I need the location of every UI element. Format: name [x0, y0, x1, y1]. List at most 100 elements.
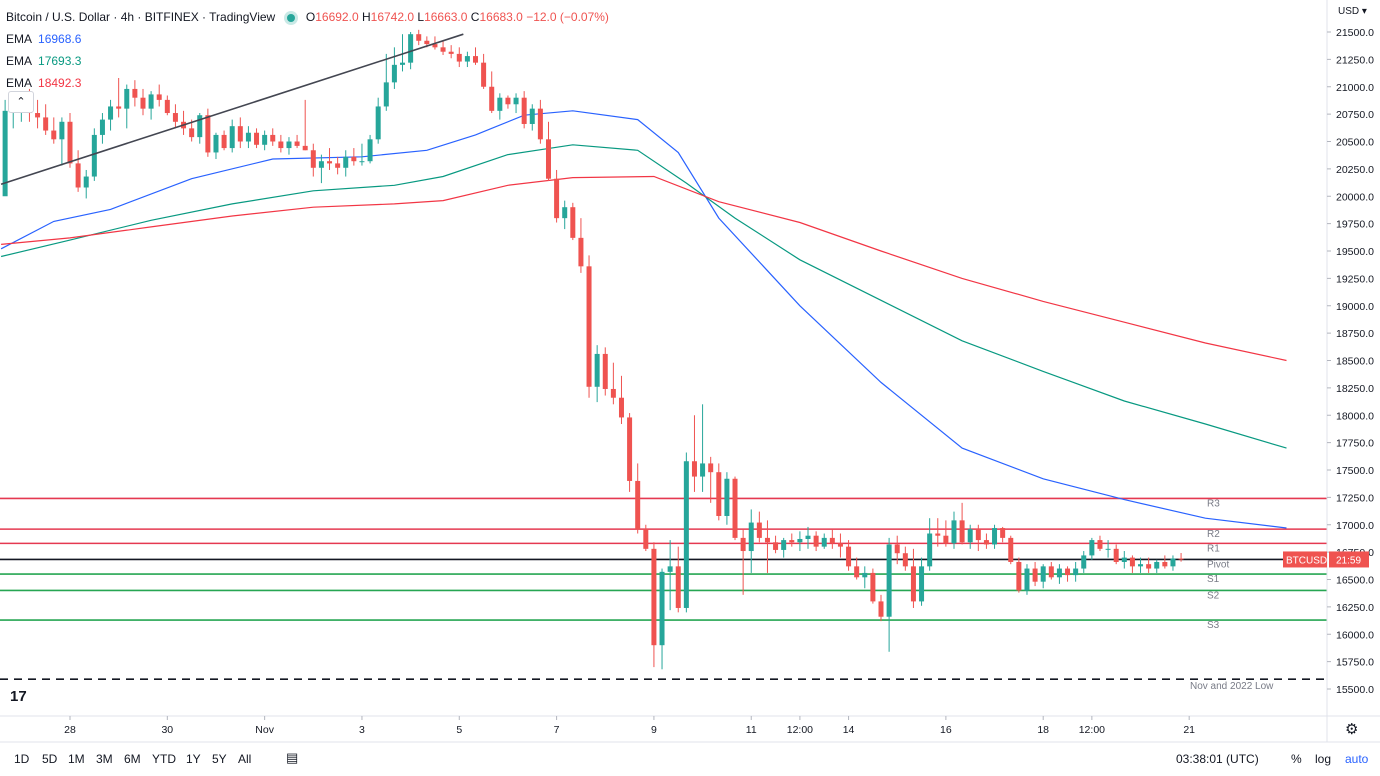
- candle-body: [91, 134, 97, 177]
- candle-body: [1154, 561, 1160, 569]
- candle-body: [343, 156, 349, 168]
- range-all-button[interactable]: All: [238, 752, 252, 766]
- candle-body: [1097, 540, 1103, 549]
- calendar-range-icon[interactable]: ▤: [286, 750, 299, 765]
- price-tick-label: 18750.0: [1336, 328, 1374, 340]
- candle-body: [1170, 558, 1176, 567]
- candle-body: [456, 53, 462, 62]
- high-value: 16742.0: [370, 10, 415, 24]
- candle-body: [286, 141, 292, 149]
- trendline[interactable]: [0, 33, 464, 185]
- candle-body: [732, 478, 738, 538]
- candle-body: [59, 121, 65, 140]
- candle-body: [245, 132, 251, 142]
- ema-label: EMA: [6, 32, 32, 46]
- ema-series-line: [0, 110, 1287, 529]
- time-tick-label: 7: [554, 724, 560, 736]
- ema-series-line: [1, 175, 1287, 362]
- time-tick-label: 11: [746, 724, 757, 736]
- candle-body: [1073, 568, 1079, 576]
- candle-body: [51, 130, 57, 140]
- utc-clock[interactable]: 03:38:01 (UTC): [1176, 752, 1259, 766]
- candle-body: [359, 161, 365, 163]
- range-1d-button[interactable]: 1D: [14, 752, 30, 766]
- price-tick-label: 15500.0: [1336, 684, 1374, 696]
- candle-body: [270, 134, 276, 142]
- log-scale-button[interactable]: log: [1315, 752, 1332, 766]
- candle-body: [2, 110, 8, 197]
- bottom-toolbar: 1D 5D 1M 3M 6M YTD 1Y 5Y All 03:38:01 (U…: [0, 742, 1380, 776]
- candle-body: [156, 94, 162, 100]
- candle-body: [618, 397, 624, 418]
- price-tick-label: 20750.0: [1336, 109, 1374, 121]
- price-tick-label: 20250.0: [1336, 164, 1374, 176]
- candle-body: [391, 64, 397, 83]
- range-5y-button[interactable]: 5Y: [212, 752, 227, 766]
- ema-legend-1[interactable]: EMA 16968.6: [6, 28, 609, 50]
- ema-series-line: [0, 144, 1287, 449]
- price-tick-label: 17000.0: [1336, 520, 1374, 532]
- time-tick-label: 28: [64, 724, 76, 736]
- ema-legend-2[interactable]: EMA 17693.3: [6, 50, 609, 72]
- ohlc-readout: O16692.0 H16742.0 L16663.0 C16683.0 −12.…: [306, 10, 609, 24]
- range-5d-button[interactable]: 5D: [42, 752, 58, 766]
- candle-body: [570, 207, 576, 238]
- candle-body: [545, 139, 551, 179]
- candle-body: [351, 156, 357, 162]
- candle-body: [132, 88, 138, 98]
- ema-lines: [0, 110, 1287, 529]
- ema-label: EMA: [6, 54, 32, 68]
- candle-body: [1040, 566, 1046, 582]
- candle-body: [529, 108, 535, 124]
- candle-body: [1065, 568, 1071, 576]
- ema-legend-3[interactable]: EMA 18492.3: [6, 72, 609, 94]
- candle-body: [562, 207, 568, 219]
- candle-body: [67, 121, 73, 164]
- candle-body: [691, 461, 697, 477]
- candle-body: [789, 540, 795, 543]
- candle-body: [213, 134, 219, 153]
- percent-scale-button[interactable]: %: [1291, 752, 1302, 766]
- level-label: R2: [1207, 529, 1220, 540]
- auto-scale-button[interactable]: auto: [1345, 752, 1369, 766]
- candle-body: [448, 51, 454, 54]
- candle-body: [205, 115, 211, 153]
- candle-body: [1138, 564, 1144, 567]
- candle-body: [983, 540, 989, 545]
- candle-body: [1162, 561, 1168, 567]
- price-tick-label: 16000.0: [1336, 629, 1374, 641]
- candle-body: [643, 529, 649, 549]
- candle-body: [537, 108, 543, 140]
- collapse-legend-button[interactable]: ⌃: [8, 91, 34, 113]
- candle-body: [854, 566, 860, 578]
- candle-body: [497, 97, 503, 111]
- price-tick-label: 19250.0: [1336, 273, 1374, 285]
- price-tick-label: 20000.0: [1336, 191, 1374, 203]
- currency-label[interactable]: USD ▾: [1338, 6, 1367, 17]
- time-tick-label: 12:00: [1079, 724, 1105, 736]
- candle-body: [1032, 568, 1038, 582]
- price-tick-label: 16250.0: [1336, 602, 1374, 614]
- range-ytd-button[interactable]: YTD: [152, 752, 176, 766]
- candle-body: [432, 44, 438, 48]
- candle-body: [878, 601, 884, 617]
- candle-body: [1089, 540, 1095, 556]
- range-6m-button[interactable]: 6M: [124, 752, 141, 766]
- candle-body: [967, 529, 973, 543]
- range-1m-button[interactable]: 1M: [68, 752, 85, 766]
- range-1y-button[interactable]: 1Y: [186, 752, 201, 766]
- price-tick-label: 16500.0: [1336, 575, 1374, 587]
- time-tick-label: 14: [843, 724, 855, 736]
- close-label: C: [470, 10, 480, 24]
- price-tick-label: 20500.0: [1336, 137, 1374, 149]
- candle-body: [1024, 568, 1030, 591]
- candle-body: [229, 126, 235, 149]
- candle-body: [367, 139, 373, 162]
- gear-icon[interactable]: ⚙: [1345, 721, 1359, 738]
- candle-body: [610, 388, 616, 398]
- candle-body: [189, 128, 195, 138]
- range-3m-button[interactable]: 3M: [96, 752, 113, 766]
- candle-body: [1129, 557, 1135, 567]
- candle-body: [1146, 564, 1152, 569]
